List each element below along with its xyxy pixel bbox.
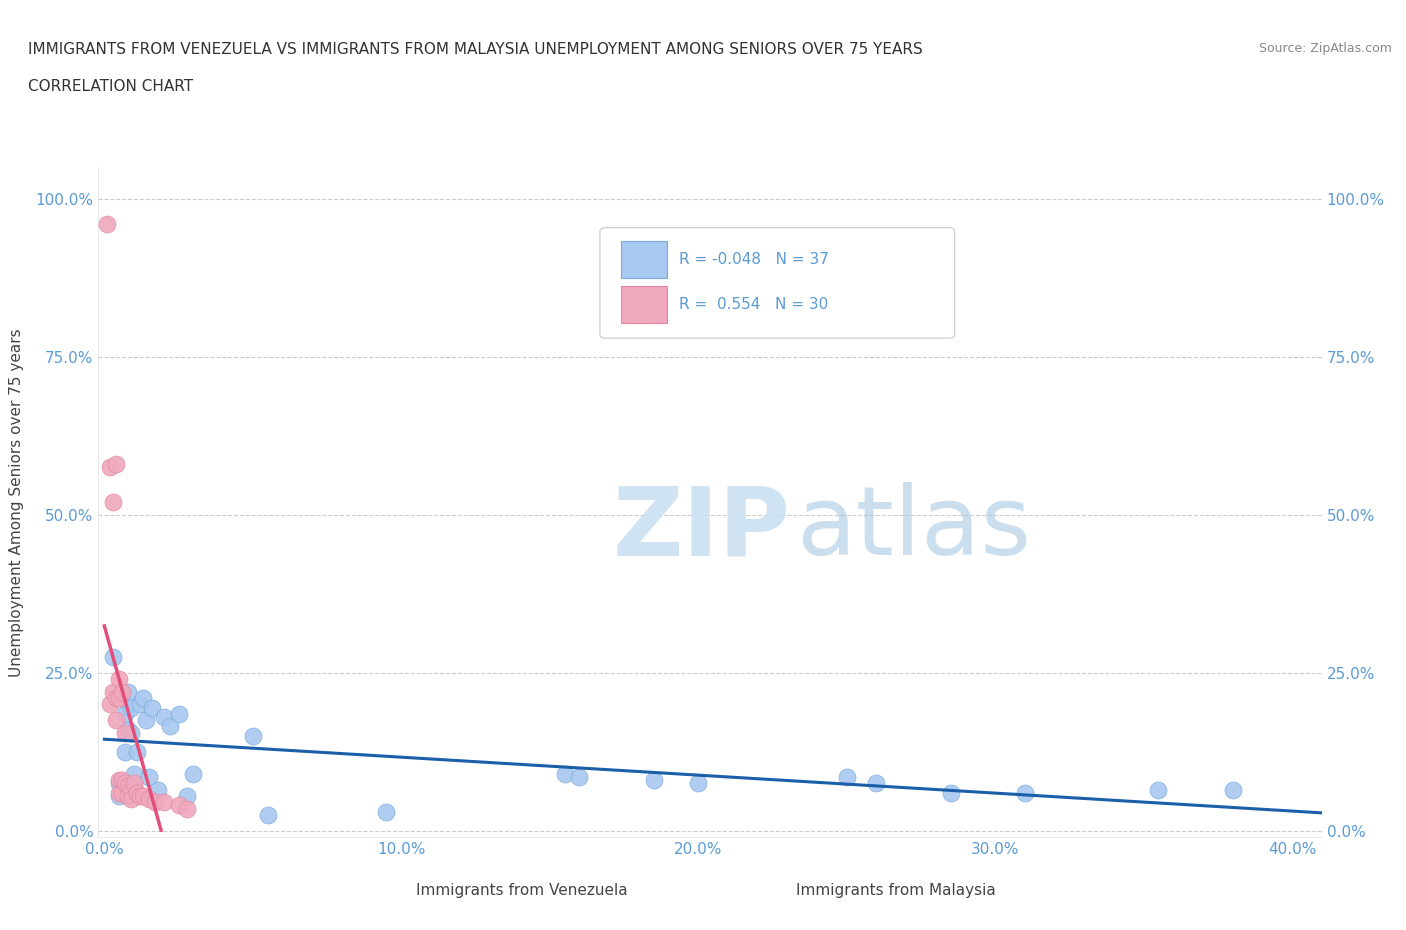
Point [167, 707, 190, 722]
Point [256, 807, 278, 822]
Point [117, 684, 139, 699]
Text: Source: ZipAtlas.com: Source: ZipAtlas.com [1258, 42, 1392, 55]
Point [176, 789, 198, 804]
Point [138, 769, 160, 784]
Point [108, 671, 131, 686]
Point [176, 801, 198, 816]
Point [643, 773, 665, 788]
Point [242, 728, 264, 743]
Point [105, 457, 128, 472]
Point [98, 697, 121, 711]
Point [120, 791, 142, 806]
Bar [620, 241, 668, 278]
Point [554, 766, 576, 781]
Point [138, 791, 160, 806]
Point [108, 691, 131, 706]
Point [114, 725, 136, 740]
Point [120, 782, 142, 797]
Point [129, 697, 152, 711]
Text: CORRELATION CHART: CORRELATION CHART [28, 79, 193, 94]
Point [117, 723, 139, 737]
Text: atlas: atlas [796, 483, 1031, 576]
Point [183, 766, 205, 781]
Point [122, 776, 145, 790]
Point [568, 769, 591, 784]
Point [939, 785, 962, 800]
Point [111, 773, 134, 788]
Point [129, 789, 152, 804]
FancyBboxPatch shape [600, 228, 955, 339]
Bar [759, 879, 786, 904]
Point [167, 798, 190, 813]
Point [132, 789, 155, 804]
Point [111, 691, 134, 706]
Point [98, 460, 121, 475]
Point [108, 776, 131, 790]
Point [117, 789, 139, 804]
Text: IMMIGRANTS FROM VENEZUELA VS IMMIGRANTS FROM MALAYSIA UNEMPLOYMENT AMONG SENIORS: IMMIGRANTS FROM VENEZUELA VS IMMIGRANTS … [28, 42, 922, 57]
Point [143, 795, 166, 810]
Point [120, 700, 142, 715]
Point [152, 795, 174, 810]
Point [103, 495, 125, 510]
Point [125, 785, 148, 800]
Point [122, 766, 145, 781]
Point [865, 776, 887, 790]
Point [141, 700, 163, 715]
Point [105, 712, 128, 727]
Point [125, 744, 148, 759]
Point [688, 776, 710, 790]
Point [108, 773, 131, 788]
Text: R = -0.048   N = 37: R = -0.048 N = 37 [679, 252, 830, 267]
Point [152, 710, 174, 724]
Bar [620, 286, 668, 323]
Point [108, 785, 131, 800]
Point [375, 804, 398, 819]
Text: ZIP: ZIP [612, 483, 790, 576]
Point [96, 217, 118, 232]
Point [1147, 782, 1170, 797]
Point [103, 684, 125, 699]
Point [111, 785, 134, 800]
Point [835, 769, 858, 784]
Text: Immigrants from Malaysia: Immigrants from Malaysia [796, 884, 995, 898]
Point [108, 789, 131, 804]
Point [111, 684, 134, 699]
Point [132, 691, 155, 706]
Point [146, 782, 169, 797]
Point [1014, 785, 1036, 800]
Point [117, 779, 139, 794]
Text: Immigrants from Venezuela: Immigrants from Venezuela [416, 884, 628, 898]
Point [122, 779, 145, 794]
Y-axis label: Unemployment Among Seniors over 75 years: Unemployment Among Seniors over 75 years [10, 328, 24, 676]
Point [114, 707, 136, 722]
Point [103, 649, 125, 664]
Point [159, 719, 181, 734]
Point [1222, 782, 1244, 797]
Point [114, 744, 136, 759]
Bar [380, 879, 406, 904]
Point [105, 691, 128, 706]
Point [114, 776, 136, 790]
Point [135, 712, 157, 727]
Text: R =  0.554   N = 30: R = 0.554 N = 30 [679, 298, 828, 312]
Point [120, 725, 142, 740]
